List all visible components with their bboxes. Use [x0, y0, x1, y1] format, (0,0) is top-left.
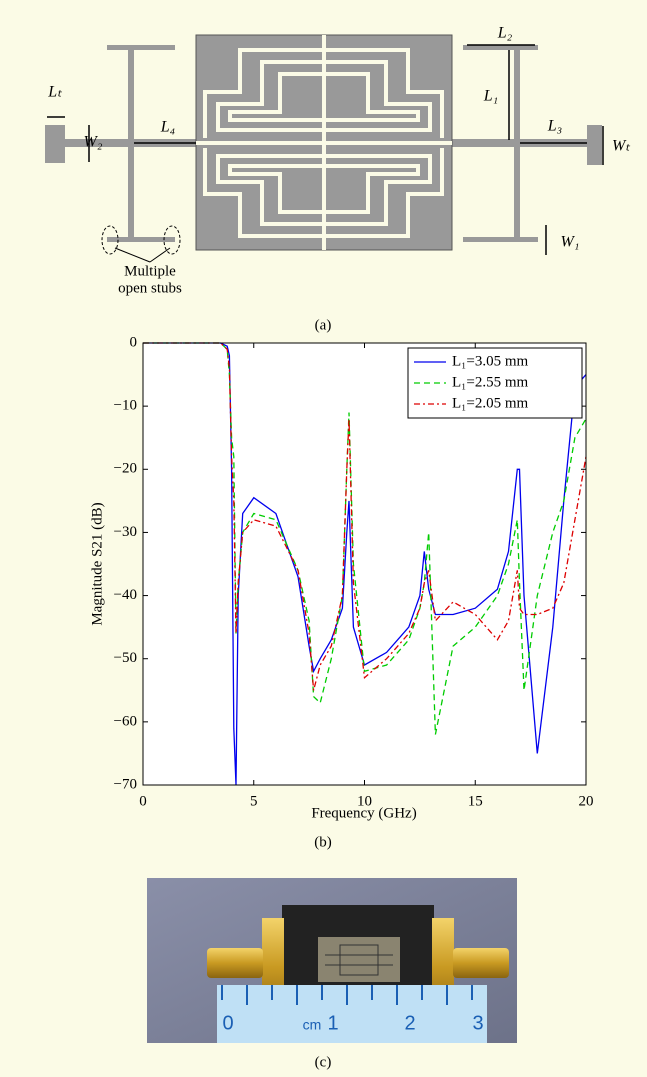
x-tick-label: 0	[139, 793, 147, 809]
y-tick-label: −10	[114, 398, 137, 414]
annotation: Multiple	[124, 263, 176, 279]
dim-label: L₂	[497, 25, 513, 42]
y-tick-label: −70	[114, 776, 137, 792]
dim-label: L₃	[547, 118, 562, 135]
x-axis-label: Frequency (GHz)	[311, 805, 416, 821]
page: Lₜ W₂ L₄ L₂ L₁ L₃ Wₜ W₁ Multiple open st…	[0, 0, 647, 1077]
y-tick-label: −30	[114, 524, 137, 540]
dim-label: W₂	[84, 134, 103, 151]
x-tick-label: 5	[250, 793, 258, 809]
x-tick-label: 20	[579, 793, 594, 809]
annotation: open stubs	[118, 280, 182, 296]
legend-label: L₁=3.05 mm	[452, 353, 529, 369]
y-tick-label: −40	[114, 587, 137, 603]
figure: Lₜ W₂ L₄ L₂ L₁ L₃ Wₜ W₁ Multiple open st…	[0, 0, 647, 1077]
legend-label: L₁=2.05 mm	[452, 395, 529, 411]
dim-label: L₁	[483, 88, 498, 105]
ruler-label: 3	[472, 1012, 483, 1034]
caption: (a)	[315, 317, 332, 333]
y-tick-label: 0	[130, 334, 138, 350]
caption: (c)	[315, 1054, 332, 1070]
legend-label: L₁=2.55 mm	[452, 374, 529, 390]
x-tick-label: 15	[468, 793, 483, 809]
dim-label: W₁	[561, 234, 580, 251]
y-axis-label: Magnitude S21 (dB)	[89, 502, 105, 625]
layout	[45, 35, 603, 262]
ruler-label: 2	[404, 1012, 415, 1034]
y-tick-label: −60	[114, 713, 137, 729]
caption: (b)	[314, 834, 332, 850]
y-tick-label: −20	[114, 461, 137, 477]
ruler-label: 1	[327, 1012, 338, 1034]
y-tick-label: −50	[114, 650, 137, 666]
ruler-label: cm	[303, 1017, 322, 1033]
ruler-label: 0	[222, 1012, 233, 1034]
dim-label: Wₜ	[612, 138, 630, 155]
dim-label: Lₜ	[47, 84, 62, 101]
dim-label: L₄	[160, 119, 175, 136]
